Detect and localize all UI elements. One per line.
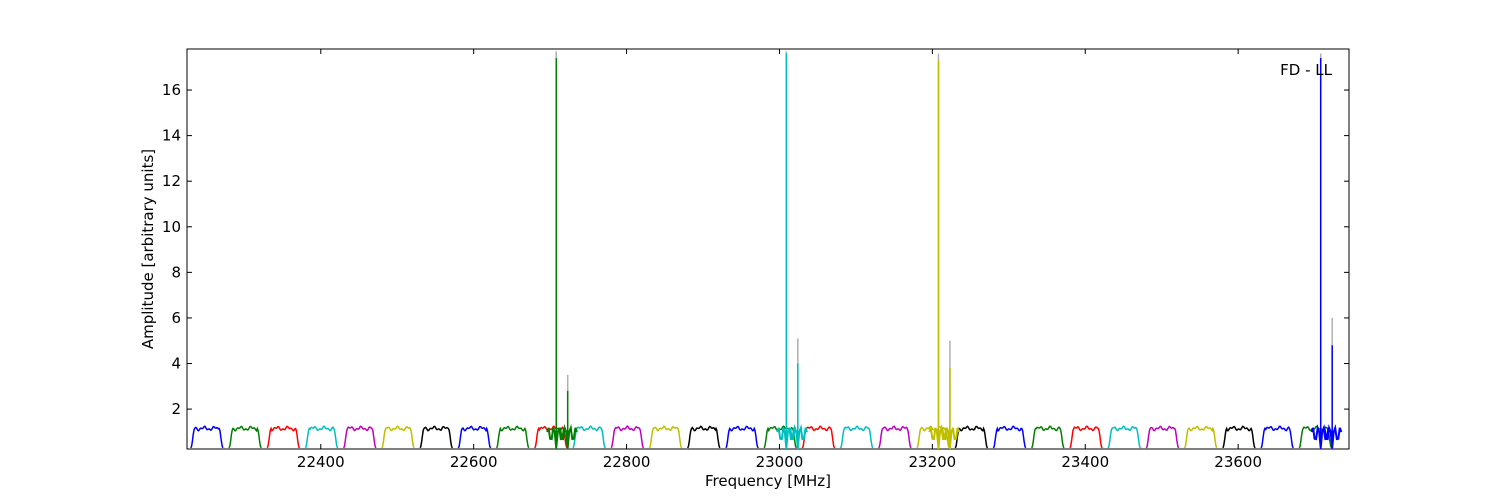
x-tick-label: 23200 <box>909 453 957 471</box>
x-tick-label: 23600 <box>1214 453 1262 471</box>
y-tick-label: 10 <box>162 218 181 236</box>
band-segment-4 <box>343 425 377 449</box>
band-segment-29 <box>1298 425 1333 449</box>
spike-dip-7 <box>1322 423 1343 448</box>
y-tick-label: 12 <box>162 172 181 190</box>
band-segment-18 <box>878 425 912 449</box>
tick-layer: 22400 22600 22800 23000 23200 23400 23600 2 4 6 8 1… <box>162 49 1349 471</box>
y-tick-label: 16 <box>162 81 181 99</box>
x-tick-label: 22800 <box>603 453 651 471</box>
spike-dip-3 <box>787 423 808 448</box>
band-segment-14 <box>725 425 759 449</box>
y-tick-label: 14 <box>162 127 181 145</box>
y-axis-label: Amplitude [arbitrary units] <box>139 149 157 349</box>
band-segment-7 <box>457 425 492 449</box>
y-tick-label: 4 <box>171 355 181 373</box>
band-segment-19 <box>916 425 950 449</box>
spike-dip-5 <box>939 427 961 448</box>
band-segment-28 <box>1260 425 1294 449</box>
x-tick-label: 23400 <box>1061 453 1109 471</box>
band-segment-12 <box>648 425 683 449</box>
band-segment-22 <box>1031 425 1065 449</box>
spike-dip-1 <box>557 423 578 448</box>
band-segment-5 <box>381 425 415 449</box>
band-segment-9 <box>534 425 568 449</box>
band-segment-17 <box>839 425 874 449</box>
y-tick-label: 2 <box>171 400 181 418</box>
x-tick-label: 22400 <box>297 453 345 471</box>
annotation-label: FD - LL <box>1280 61 1332 79</box>
band-segment-11 <box>610 425 645 449</box>
series-layer <box>190 51 1343 449</box>
band-segment-3 <box>304 425 339 449</box>
band-segment-6 <box>419 425 453 449</box>
plot-frame <box>186 48 1350 450</box>
band-segment-1 <box>228 425 262 449</box>
x-tick-label: 22600 <box>450 453 498 471</box>
band-segment-23 <box>1069 425 1103 449</box>
band-segment-8 <box>495 425 530 449</box>
band-segment-20 <box>954 425 989 449</box>
y-tick-label: 6 <box>171 309 181 327</box>
band-segment-2 <box>266 425 301 449</box>
band-segment-10 <box>572 425 606 449</box>
band-segment-24 <box>1107 425 1141 449</box>
band-segment-27 <box>1222 425 1256 449</box>
plot-area: 22400 22600 22800 23000 23200 23400 23600 2 4 6 8 1… <box>162 48 1350 471</box>
band-segment-21 <box>992 425 1027 449</box>
band-segment-13 <box>687 425 721 449</box>
band-segment-26 <box>1183 425 1218 449</box>
y-tick-label: 8 <box>171 263 181 281</box>
x-axis-label: Frequency [MHz] <box>705 472 831 490</box>
band-segment-16 <box>801 425 836 449</box>
x-tick-label: 23000 <box>756 453 804 471</box>
band-segment-0 <box>190 425 224 449</box>
band-segment-25 <box>1145 425 1180 449</box>
